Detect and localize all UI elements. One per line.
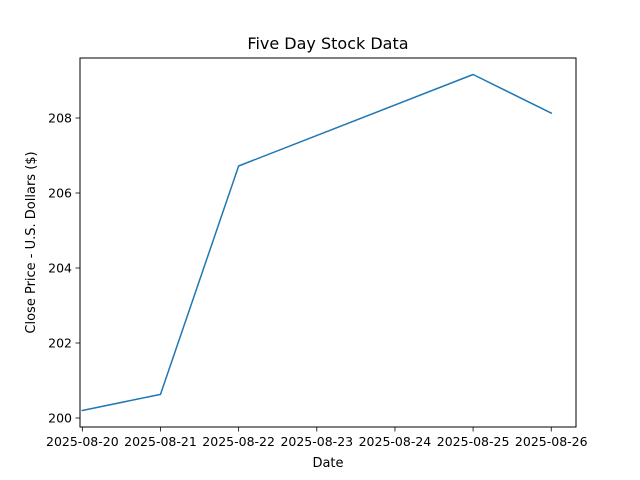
y-axis-label: Close Price - U.S. Dollars ($) [24,151,39,333]
plot-area [80,58,576,427]
y-tick-label: 202 [48,336,72,351]
x-axis-label: Date [312,456,343,471]
x-tick-label: 2025-08-25 [437,434,510,449]
x-axis: 2025-08-20 2025-08-21 2025-08-22 2025-08-23… [46,427,588,449]
x-tick-label: 2025-08-23 [280,434,353,449]
chart-marks [81,73,553,412]
x-tick-label: 2025-08-24 [359,434,432,449]
y-tick-label: 206 [48,186,72,201]
y-tick-label: 204 [48,261,72,276]
plot-frame [79,57,577,428]
x-tick-label: 2025-08-20 [46,434,119,449]
chart-title: Five Day Stock Data [247,34,408,53]
x-tick-label: 2025-08-26 [515,434,588,449]
x-tick-label: 2025-08-22 [202,434,275,449]
x-tick-label: 2025-08-21 [124,434,197,449]
y-axis: 200 202 204 206 208 [48,111,80,426]
y-tick-label: 200 [48,411,72,426]
y-tick-label: 208 [48,111,72,126]
